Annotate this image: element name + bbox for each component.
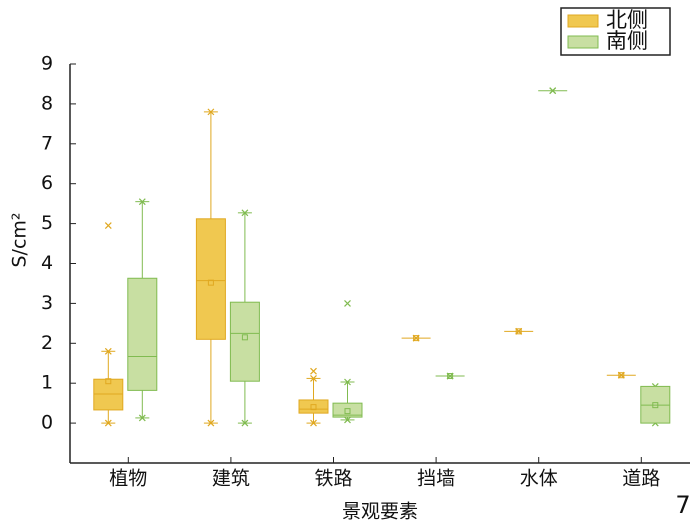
x-marker <box>310 367 317 375</box>
y-tick-label: 5 <box>41 212 53 234</box>
y-tick-label: 0 <box>41 412 53 434</box>
legend-label: 北侧 <box>606 8 648 32</box>
box <box>195 218 226 340</box>
mean-marker <box>447 373 454 380</box>
x-marker <box>344 416 351 424</box>
legend-swatch <box>567 14 599 28</box>
x-marker <box>241 209 249 217</box>
x-marker <box>104 347 112 355</box>
mean-marker <box>207 279 214 286</box>
box <box>93 378 124 411</box>
legend-swatch <box>567 35 599 49</box>
x-marker <box>310 419 317 427</box>
box <box>298 399 329 414</box>
x-tick-label: 铁路 <box>314 468 352 490</box>
x-marker <box>344 299 351 307</box>
mean-marker <box>241 334 248 341</box>
y-tick-label: 7 <box>41 132 53 154</box>
box <box>332 402 363 418</box>
x-marker <box>241 419 249 427</box>
x-marker <box>207 419 215 427</box>
x-marker <box>310 374 317 382</box>
y-tick-label: 9 <box>41 53 53 75</box>
x-marker <box>207 108 215 116</box>
x-marker <box>138 198 146 206</box>
y-tick-label: 2 <box>41 332 53 354</box>
mean-marker <box>413 335 420 342</box>
legend-label: 南侧 <box>606 29 648 53</box>
x-axis-label: 景观要素 <box>342 501 418 523</box>
mean-marker <box>515 328 522 335</box>
x-tick-label: 植物 <box>109 468 147 490</box>
y-tick-label: 4 <box>41 252 53 274</box>
mean-marker <box>105 378 112 385</box>
x-marker <box>138 414 146 422</box>
x-tick-label: 道路 <box>622 468 660 490</box>
y-tick-label: 3 <box>41 292 53 314</box>
x-tick-label: 挡墙 <box>417 468 455 490</box>
mean-marker <box>618 372 625 379</box>
x-tick-label: 建筑 <box>212 468 250 490</box>
box <box>127 277 158 391</box>
x-marker <box>344 378 351 386</box>
mean-marker <box>310 404 317 411</box>
y-tick-label: 1 <box>41 372 53 394</box>
box <box>229 301 260 382</box>
y-tick-label: 6 <box>41 172 53 194</box>
page-number: 7 <box>675 491 690 519</box>
x-tick-label: 水体 <box>520 468 558 490</box>
mean-marker <box>652 402 659 409</box>
x-marker <box>104 222 112 230</box>
mean-marker <box>344 408 351 415</box>
x-marker <box>104 419 112 427</box>
y-tick-label: 8 <box>41 92 53 114</box>
y-axis-label: S/cm² <box>9 212 31 267</box>
